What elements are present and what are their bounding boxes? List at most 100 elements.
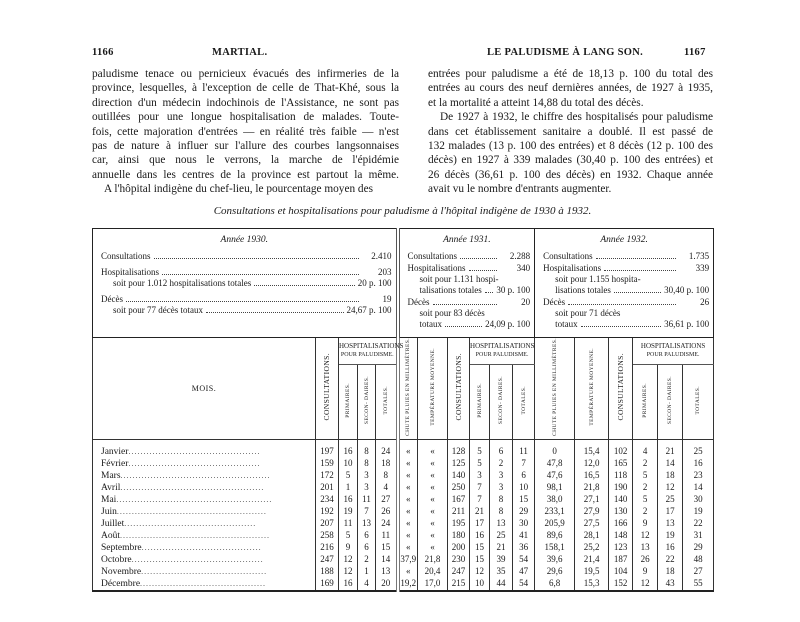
leader-dots [205,312,344,313]
cell-1931: « [397,457,419,470]
leader-dots [604,270,677,271]
primaires-header: PRIMAIRES. [338,364,358,440]
year-title: Année 1931. [443,235,491,245]
cell-1931: 11 [512,445,536,458]
left-page-number: 1166 [92,47,114,58]
cell-1931: « [397,565,419,578]
cell-1931: « [417,493,449,506]
text-line: direction d'un médecin indochinois de l'… [92,96,399,109]
leader-dots: ........................................… [131,554,264,564]
cell-1931: 29 [512,505,536,518]
summary-value: 1.735 [688,251,710,261]
month-cell: Mai ....................................… [92,493,316,506]
summary-value: 340 [516,263,531,273]
table-row: Octobre ................................… [92,553,715,566]
rainfall-header-label: CHUTE PLUIES EN MILLIMÈTRES. [551,338,558,436]
cell-1932: 5 [632,469,659,482]
summary-line: Décès 19 [93,294,396,305]
cell-1931: 7 [469,481,491,494]
month-name: Janvier [101,446,129,457]
cell-1931: 7 [512,457,536,470]
cell-1932: 187 [608,553,634,566]
month-cell: Novembre ...............................… [92,565,316,578]
cell-1931: 3 [489,481,514,494]
cell-1932: 158,1 [534,541,576,554]
hospitalisations-header: HOSPITALISATIONS POUR PALUDISME. [469,337,536,365]
pour-paludisme-label: POUR PALUDISME. [340,352,394,358]
cell-1931: 37,9 [397,553,419,566]
totales-header-label: TOTALES. [382,386,389,415]
cell-1932: 9 [632,517,659,530]
leader-dots [468,270,498,271]
cell-1930: 201 [315,481,339,494]
consultations-header: CONSULTATIONS. [447,337,471,440]
cell-1932: 165 [608,457,634,470]
cell-1930: 3 [357,469,376,482]
text-line: dans cet établissement sanitaire a doubl… [428,125,713,138]
cell-1931: 180 [447,529,471,542]
month-cell: Décembre ...............................… [92,577,316,592]
cell-1930: 2 [357,553,376,566]
leader-dots [595,258,677,259]
table-row: Juin ...................................… [92,505,715,518]
summary-line: soit pour 83 décès [400,308,535,319]
leader-dots [568,304,677,305]
rainfall-header: CHUTE PLUIES EN MILLIMÈTRES. [534,337,576,440]
summary-line: soit pour 1.012 hospitalisations totales… [93,278,396,289]
table-row: Septembre ..............................… [92,541,715,554]
cell-1931: 167 [447,493,471,506]
cell-1930: 13 [374,565,400,578]
summary-line: soit pour 77 décès totaux 24,67 p. 100 [93,305,396,316]
table-row: Avril ..................................… [92,481,715,494]
cell-1931: 5 [469,445,491,458]
cell-1932: 13 [657,517,684,530]
leader-dots: ........................................… [141,566,268,576]
cell-1931: « [417,481,449,494]
cell-1932: 23 [682,469,715,482]
cell-1931: « [397,517,419,530]
year-summary-row: Année 1930. Consultations 2.410 Hospitalisa… [91,228,715,338]
summary-label: Décès [543,297,566,307]
primaires-header-label: PRIMAIRES. [345,383,351,418]
cell-1930: 10 [338,457,358,470]
totales-header-label: TOTALES. [520,386,527,415]
month-name: Juin [101,506,117,517]
cell-1930: 5 [338,469,358,482]
primaires-header: PRIMAIRES. [632,364,659,440]
cell-1931: 15 [512,493,536,506]
leader-dots: ........................................… [124,518,257,528]
summary-label: totaux [419,319,443,329]
cell-1931: 17 [469,517,491,530]
summary-label: Décès [101,294,123,304]
primaires-header-label: PRIMAIRES. [476,383,483,418]
summary-label: soit pour 71 décès [555,308,621,318]
cell-1930: 20 [374,577,400,592]
table-row: Novembre ...............................… [92,565,715,578]
cell-1930: 16 [338,493,358,506]
leader-dots [162,274,359,275]
leader-dots: ........................................… [120,482,265,492]
pour-paludisme-label: POUR PALUDISME. [646,352,700,358]
cell-1932: 30 [682,493,715,506]
cell-1932: 15,3 [574,577,610,592]
text-line: A l'hôpital indigène du chef-lieu, le po… [104,183,373,196]
month-name: Septembre [101,542,142,553]
summary-label: lisations totales [555,285,611,295]
cell-1932: 25 [657,493,684,506]
cell-1932: 14 [657,457,684,470]
month-cell: Octobre ................................… [92,553,316,566]
summary-label: Consultations [407,251,458,261]
cell-1932: 140 [608,493,634,506]
cell-1932: 28,1 [574,529,610,542]
cell-1930: 24 [374,445,400,458]
cell-1931: 41 [512,529,536,542]
cell-1931: 17,0 [417,577,449,592]
cell-1931: 15 [469,541,491,554]
secondaires-header-label: SECON- DAIRES. [363,376,370,425]
leader-dots: ........................................ [141,542,262,552]
cell-1930: 4 [374,481,400,494]
summary-label: Décès [407,297,430,307]
summary-line: Hospitalisations 203 [93,267,396,278]
right-running-head: LE PALUDISME À LANG SON. [487,47,644,58]
pour-paludisme-label: POUR PALUDISME. [475,352,529,358]
